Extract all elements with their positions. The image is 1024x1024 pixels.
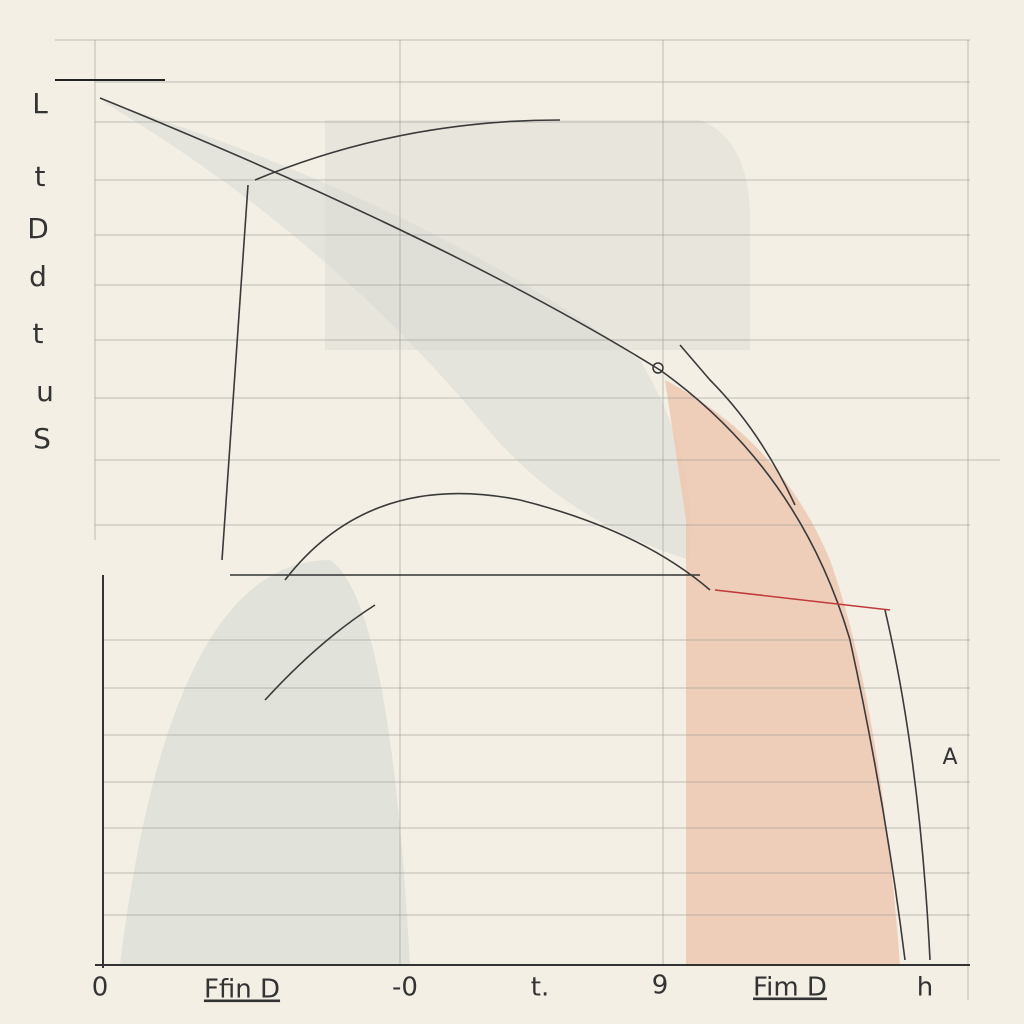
label: h — [917, 973, 933, 1003]
label: t — [35, 160, 46, 193]
curve — [254, 119, 561, 181]
curve — [284, 492, 711, 591]
shade-wave — [100, 100, 692, 560]
salmon-region — [665, 380, 900, 965]
label: S — [33, 422, 51, 455]
red-line — [714, 589, 891, 611]
curve — [679, 344, 796, 506]
label: D — [27, 212, 49, 245]
label: Fim D — [753, 973, 827, 1003]
label: L — [32, 87, 48, 120]
label: u — [36, 375, 54, 408]
label: t — [33, 317, 44, 350]
curve — [264, 604, 376, 701]
left-labels: L t D d t u S — [27, 87, 54, 455]
bottom-labels: 0 Ffin D -0 t. 9 Fim D h — [92, 971, 934, 1005]
label: t. — [531, 973, 549, 1003]
curve — [884, 609, 931, 961]
label: Ffin D — [204, 975, 280, 1005]
curve — [221, 184, 249, 561]
shade-left — [120, 560, 410, 965]
point — [652, 362, 664, 374]
label: 9 — [652, 971, 669, 1001]
label: d — [29, 260, 47, 293]
label: -0 — [392, 973, 418, 1003]
label: 0 — [92, 973, 109, 1003]
curve — [99, 97, 906, 961]
grid — [55, 39, 1000, 1000]
label: A — [942, 745, 957, 770]
